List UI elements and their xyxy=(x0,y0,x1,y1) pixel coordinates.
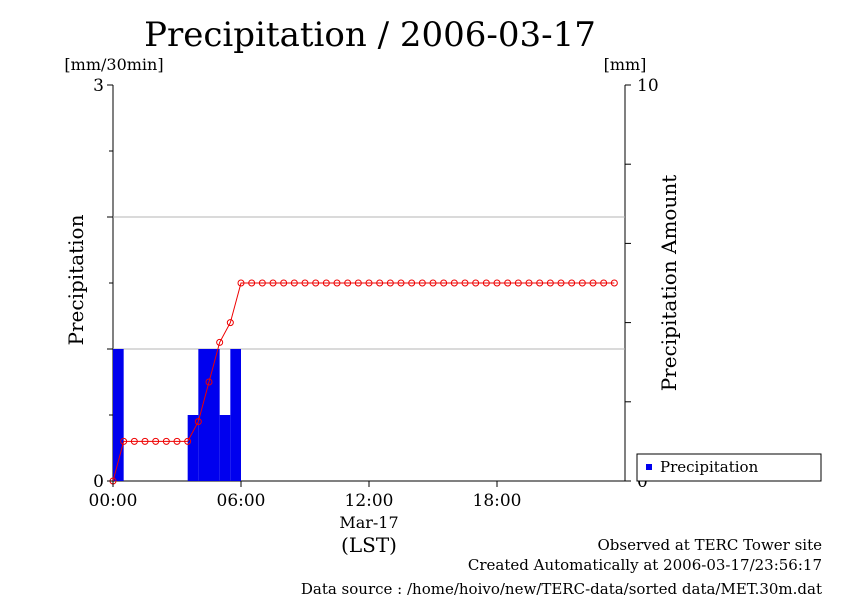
y-tick-label: 3 xyxy=(93,76,104,96)
amount-point xyxy=(280,279,288,287)
amount-point xyxy=(429,279,437,287)
amount-point xyxy=(418,279,426,287)
y-tick-label: 0 xyxy=(93,472,104,492)
amount-point xyxy=(130,437,138,445)
amount-point xyxy=(504,279,512,287)
amount-point xyxy=(472,279,480,287)
axis-ticks: 0 3 0 10 00:00 06:00 12:00 18:00 xyxy=(89,76,659,511)
footer-site: Observed at TERC Tower site xyxy=(597,536,822,554)
footer-created: Created Automatically at 2006-03-17/23:5… xyxy=(468,556,822,574)
precipitation-bar xyxy=(209,349,220,481)
amount-point xyxy=(568,279,576,287)
amount-point xyxy=(258,279,266,287)
footer-data-source: Data source : /home/hoivo/new/TERC-data/… xyxy=(301,580,822,595)
date-label: Mar-17 xyxy=(339,513,398,532)
chart-title: Precipitation / 2006-03-17 xyxy=(144,15,596,55)
precipitation-bars xyxy=(113,349,241,481)
amount-point xyxy=(226,319,234,327)
y2-tick-label: 10 xyxy=(637,76,659,96)
amount-point xyxy=(408,279,416,287)
amount-point xyxy=(173,437,181,445)
amount-point xyxy=(461,279,469,287)
left-axis-unit: [mm/30min] xyxy=(64,55,163,74)
amount-point xyxy=(152,437,160,445)
precipitation-bar xyxy=(219,415,231,481)
legend-swatch xyxy=(646,464,652,470)
x-axis-label: (LST) xyxy=(341,533,397,557)
amount-point xyxy=(301,279,309,287)
amount-point xyxy=(514,279,522,287)
precipitation-bar xyxy=(187,415,199,481)
legend-label: Precipitation xyxy=(660,458,759,476)
legend: Precipitation xyxy=(636,453,822,482)
precipitation-bar xyxy=(230,349,241,481)
amount-point xyxy=(162,437,170,445)
amount-point xyxy=(525,279,533,287)
precipitation-amount-line xyxy=(109,279,618,485)
x-tick-label: 12:00 xyxy=(345,491,394,511)
amount-point xyxy=(536,279,544,287)
amount-point xyxy=(344,279,352,287)
amount-point xyxy=(546,279,554,287)
amount-point xyxy=(205,378,213,386)
precipitation-bar xyxy=(198,349,209,481)
amount-point xyxy=(312,279,320,287)
amount-point xyxy=(269,279,277,287)
precipitation-bar xyxy=(113,349,124,481)
amount-point xyxy=(194,418,202,426)
legend-box xyxy=(636,453,822,482)
amount-point xyxy=(141,437,149,445)
amount-point xyxy=(365,279,373,287)
amount-point xyxy=(600,279,608,287)
amount-point xyxy=(610,279,618,287)
amount-point xyxy=(386,279,394,287)
amount-point xyxy=(557,279,565,287)
amount-point xyxy=(397,279,405,287)
amount-point xyxy=(376,279,384,287)
amount-point xyxy=(322,279,330,287)
x-tick-label: 18:00 xyxy=(473,491,522,511)
amount-point xyxy=(450,279,458,287)
amount-point xyxy=(290,279,298,287)
amount-point xyxy=(237,279,245,287)
x-tick-label: 00:00 xyxy=(89,491,138,511)
right-axis-label: Precipitation Amount xyxy=(657,175,681,392)
amount-point xyxy=(184,437,192,445)
x-tick-label: 06:00 xyxy=(217,491,266,511)
amount-point xyxy=(589,279,597,287)
y2-tick-label: 0 xyxy=(637,472,648,492)
amount-point xyxy=(248,279,256,287)
amount-line xyxy=(112,282,615,482)
amount-point xyxy=(354,279,362,287)
amount-point xyxy=(493,279,501,287)
amount-point xyxy=(216,338,224,346)
amount-point xyxy=(120,437,128,445)
amount-point xyxy=(578,279,586,287)
amount-point xyxy=(482,279,490,287)
amount-point xyxy=(440,279,448,287)
left-axis-label: Precipitation xyxy=(64,214,88,345)
right-axis-unit: [mm] xyxy=(604,55,647,74)
amount-point xyxy=(333,279,341,287)
